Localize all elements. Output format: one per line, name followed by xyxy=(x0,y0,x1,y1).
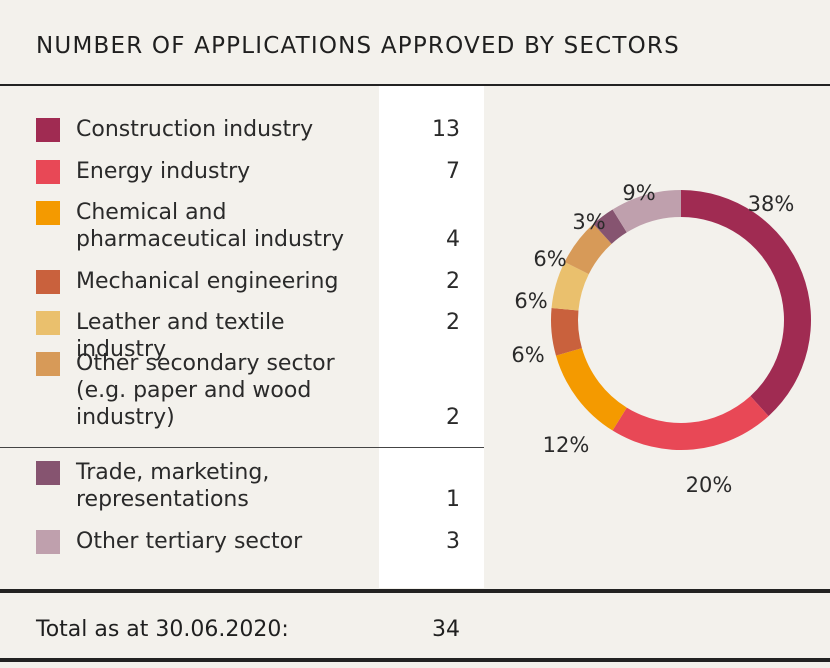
slice-percent-label: 6% xyxy=(533,247,566,271)
slice-percent-label: 38% xyxy=(748,192,795,216)
legend-label: Energy industry xyxy=(76,159,251,184)
total-label: Total as at 30.06.2020: xyxy=(36,617,289,642)
swatch xyxy=(36,201,60,225)
slice-percent-label: 3% xyxy=(572,210,605,234)
donut-slice xyxy=(564,223,612,275)
donut-chart: 38%20%12%6%6%6%3%9% xyxy=(511,181,811,497)
total-top-rule xyxy=(0,589,830,593)
donut-slice xyxy=(551,262,589,311)
slice-percent-label: 12% xyxy=(543,433,590,457)
swatch xyxy=(36,530,60,554)
legend-value: 1 xyxy=(446,487,460,512)
legend-value: 2 xyxy=(446,310,460,335)
total-bottom-rule xyxy=(0,658,830,662)
swatch xyxy=(36,118,60,142)
swatch xyxy=(36,160,60,184)
donut-slice xyxy=(612,190,681,233)
donut-slice xyxy=(551,308,582,356)
slice-percent-label: 6% xyxy=(511,343,544,367)
legend-value: 13 xyxy=(432,117,460,142)
legend-label: Construction industry xyxy=(76,117,314,142)
swatch xyxy=(36,461,60,485)
swatch xyxy=(36,352,60,376)
donut-slice xyxy=(555,348,627,431)
slice-percent-label: 6% xyxy=(514,289,547,313)
swatch xyxy=(36,270,60,294)
top-rule xyxy=(0,84,830,86)
legend-label: Mechanical engineering xyxy=(76,269,339,294)
legend-value: 2 xyxy=(446,269,460,294)
legend-value: 3 xyxy=(446,529,460,554)
swatch xyxy=(36,311,60,335)
total-value: 34 xyxy=(432,617,460,642)
legend-label: Leather and textile industry xyxy=(76,310,285,362)
value-column xyxy=(379,86,484,588)
donut-slice xyxy=(681,190,811,417)
legend-label: Chemical and pharmaceutical industry xyxy=(76,200,345,252)
legend-value: 7 xyxy=(446,159,460,184)
legend-label: Trade, marketing, representations xyxy=(76,460,270,512)
section-divider xyxy=(0,447,484,448)
legend-label: Other secondary sector (e.g. paper and w… xyxy=(76,351,335,430)
legend-value: 2 xyxy=(446,405,460,430)
legend-label: Other tertiary sector xyxy=(76,529,303,554)
donut-slice xyxy=(612,396,769,450)
slice-percent-label: 20% xyxy=(686,473,733,497)
slice-percent-label: 9% xyxy=(622,181,655,205)
chart-title: NUMBER OF APPLICATIONS APPROVED BY SECTO… xyxy=(36,33,680,59)
legend-value: 4 xyxy=(446,227,460,252)
donut-slice xyxy=(593,209,627,244)
